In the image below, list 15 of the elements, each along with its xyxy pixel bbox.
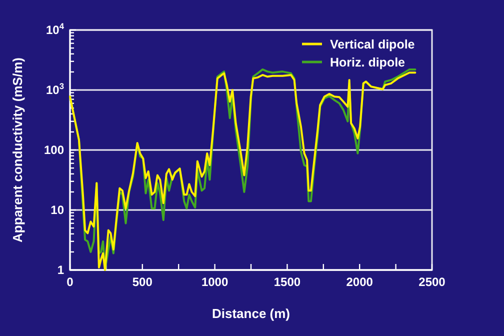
x-tick-label: 1000 (201, 275, 228, 289)
y-tick-label: 10$^{4}$ (46, 21, 64, 38)
x-axis-title: Distance (m) (212, 306, 290, 321)
legend-label: Vertical dipole (330, 37, 415, 52)
x-tick-label: 2000 (346, 275, 374, 289)
y-tick-label: 10 (50, 203, 64, 218)
y-axis-title: Apparent conductivity (mS/m) (10, 58, 25, 242)
legend-label: Horiz. dipole (330, 55, 406, 70)
x-tick-label: 1500 (274, 275, 301, 289)
y-tick-label: 1 (57, 263, 64, 278)
x-tick-label: 0 (66, 275, 74, 289)
x-tick-label: 500 (132, 275, 153, 289)
x-tick-label: 2500 (418, 275, 446, 289)
y-tick-label: 10$^{3}$ (46, 81, 64, 98)
y-tick-label: 100 (44, 143, 64, 158)
